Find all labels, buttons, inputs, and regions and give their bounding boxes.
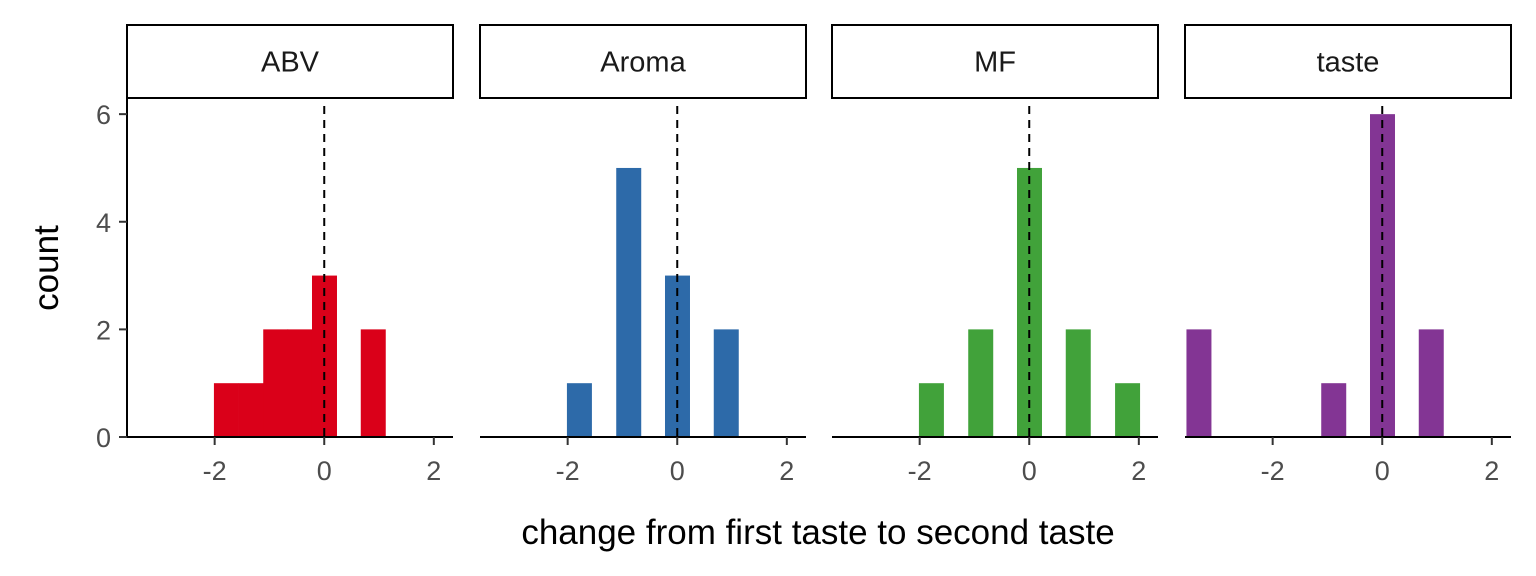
histogram-bar (616, 167, 642, 437)
x-tick-label: 2 (779, 456, 794, 486)
x-tick-label: -2 (556, 456, 580, 486)
facet-strip-label: taste (1317, 47, 1380, 79)
histogram-bar (311, 275, 337, 437)
histogram-bar (918, 383, 944, 437)
x-tick-label: -2 (908, 456, 932, 486)
facet-strip (831, 24, 1159, 99)
facet-panel-abv: ABV -2 0 2 (126, 24, 454, 486)
facet-panel-aroma: Aroma -2 0 2 (479, 24, 807, 486)
histogram-bar (263, 329, 289, 437)
histogram-bar (238, 383, 264, 437)
histogram-bar (566, 383, 592, 437)
facet-strip-label: ABV (261, 47, 320, 79)
x-tick-label: 2 (1131, 456, 1146, 486)
facet-strip-label: Aroma (600, 47, 686, 79)
facet-panels: ABV -2 0 2 Aroma -2 0 2 MF -2 0 2 taste -2 0 2 (126, 24, 1512, 486)
x-tick-label: 0 (670, 456, 685, 486)
y-tick-label: 0 (96, 423, 111, 453)
facet-strip-label: MF (974, 47, 1016, 79)
histogram-bar (360, 329, 386, 437)
histogram-bar (1115, 383, 1141, 437)
x-tick-label: -2 (203, 456, 227, 486)
histogram-bar (287, 329, 313, 437)
histogram-bar (213, 383, 239, 437)
y-tick-label: 6 (96, 100, 111, 130)
x-axis-title: change from first taste to second taste (521, 513, 1114, 552)
facet-panel-mf: MF -2 0 2 (831, 24, 1159, 486)
facet-panel-taste: taste -2 0 2 (1184, 24, 1512, 486)
x-tick-label: 0 (317, 456, 332, 486)
y-axis: 0 2 4 6 (96, 98, 128, 453)
x-tick-label: -2 (1261, 456, 1285, 486)
facet-strip (479, 24, 807, 99)
x-tick-label: 2 (1484, 456, 1499, 486)
facet-strip (1184, 24, 1512, 99)
histogram-bar (1186, 329, 1212, 437)
y-axis-title: count (27, 225, 66, 311)
histogram-bar (664, 275, 690, 437)
x-tick-label: 0 (1022, 456, 1037, 486)
histogram-bar (1321, 383, 1347, 437)
histogram-bar (1065, 329, 1091, 437)
facet-strip (126, 24, 454, 99)
histogram-bar (968, 329, 994, 437)
y-tick-label: 2 (96, 315, 111, 345)
y-tick-label: 4 (96, 208, 111, 238)
histogram-bar (713, 329, 739, 437)
x-tick-label: 0 (1375, 456, 1390, 486)
x-tick-label: 2 (426, 456, 441, 486)
histogram-bar (1418, 329, 1444, 437)
